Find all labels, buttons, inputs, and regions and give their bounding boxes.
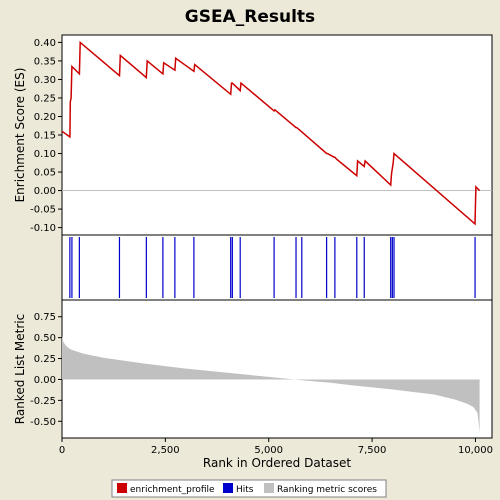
rank-y-tick-label: -0.50 [30, 417, 56, 428]
ranking-metric-panel: -0.50 -0.25 0.00 0.25 0.50 0.75 Ranked List M… [13, 299, 493, 439]
es-y-tick-label: 0.40 [34, 38, 56, 49]
legend-swatch-hits [223, 483, 233, 493]
legend-label-enrichment: enrichment_profile [130, 485, 215, 495]
x-axis-label: Rank in Ordered Dataset [203, 456, 351, 470]
legend: enrichment_profile Hits Ranking metric s… [111, 479, 387, 498]
hit-markers [69, 237, 476, 298]
rank-y-tick-label: -0.25 [30, 396, 56, 407]
es-y-axis: -0.10 -0.05 0.00 0.05 0.10 0.15 0.20 0.25 0.30 0.… [30, 38, 62, 234]
es-y-tick-label: 0.30 [34, 75, 56, 86]
hits-plot-area [61, 234, 493, 301]
legend-swatch-ranking [264, 483, 274, 493]
x-tick-label: 2,500 [151, 445, 180, 456]
legend-box [111, 479, 387, 498]
x-tick-label: 10,000 [458, 445, 493, 456]
rank-y-tick-label: 0.00 [34, 375, 56, 386]
hits-panel [61, 234, 493, 301]
es-y-axis-label: Enrichment Score (ES) [13, 68, 27, 203]
x-tick-label: 7,500 [358, 445, 387, 456]
es-y-tick-label: 0.20 [34, 112, 56, 123]
rank-y-tick-label: 0.75 [34, 312, 56, 323]
es-y-tick-label: 0.25 [34, 93, 56, 104]
enrichment-score-panel: -0.10 -0.05 0.00 0.05 0.10 0.15 0.20 0.25 0.30 0.… [13, 34, 493, 236]
es-y-tick-label: 0.35 [34, 56, 56, 67]
x-axis: 0 2,500 5,000 7,500 10,000 [59, 438, 493, 456]
es-y-tick-label: 0.10 [34, 149, 56, 160]
legend-label-ranking: Ranking metric scores [277, 485, 377, 495]
ranking-metric-area [62, 336, 480, 433]
es-y-tick-label: -0.05 [30, 205, 56, 216]
rank-y-tick-label: 0.25 [34, 354, 56, 365]
es-y-tick-label: 0.05 [34, 168, 56, 179]
rank-y-axis-label: Ranked List Metric [13, 314, 27, 424]
x-tick-label: 5,000 [254, 445, 283, 456]
es-y-tick-label: 0.15 [34, 131, 56, 142]
legend-label-hits: Hits [236, 485, 254, 495]
es-plot-area [61, 34, 493, 236]
es-y-tick-label: -0.10 [30, 223, 56, 234]
x-tick-label: 0 [59, 445, 65, 456]
chart-title: GSEA_Results [185, 7, 315, 27]
es-y-tick-label: 0.00 [34, 186, 56, 197]
enrichment-profile-line [61, 40, 481, 226]
legend-swatch-enrichment [117, 483, 127, 493]
rank-y-tick-label: 0.50 [34, 333, 56, 344]
rank-y-axis: -0.50 -0.25 0.00 0.25 0.50 0.75 [30, 312, 62, 428]
